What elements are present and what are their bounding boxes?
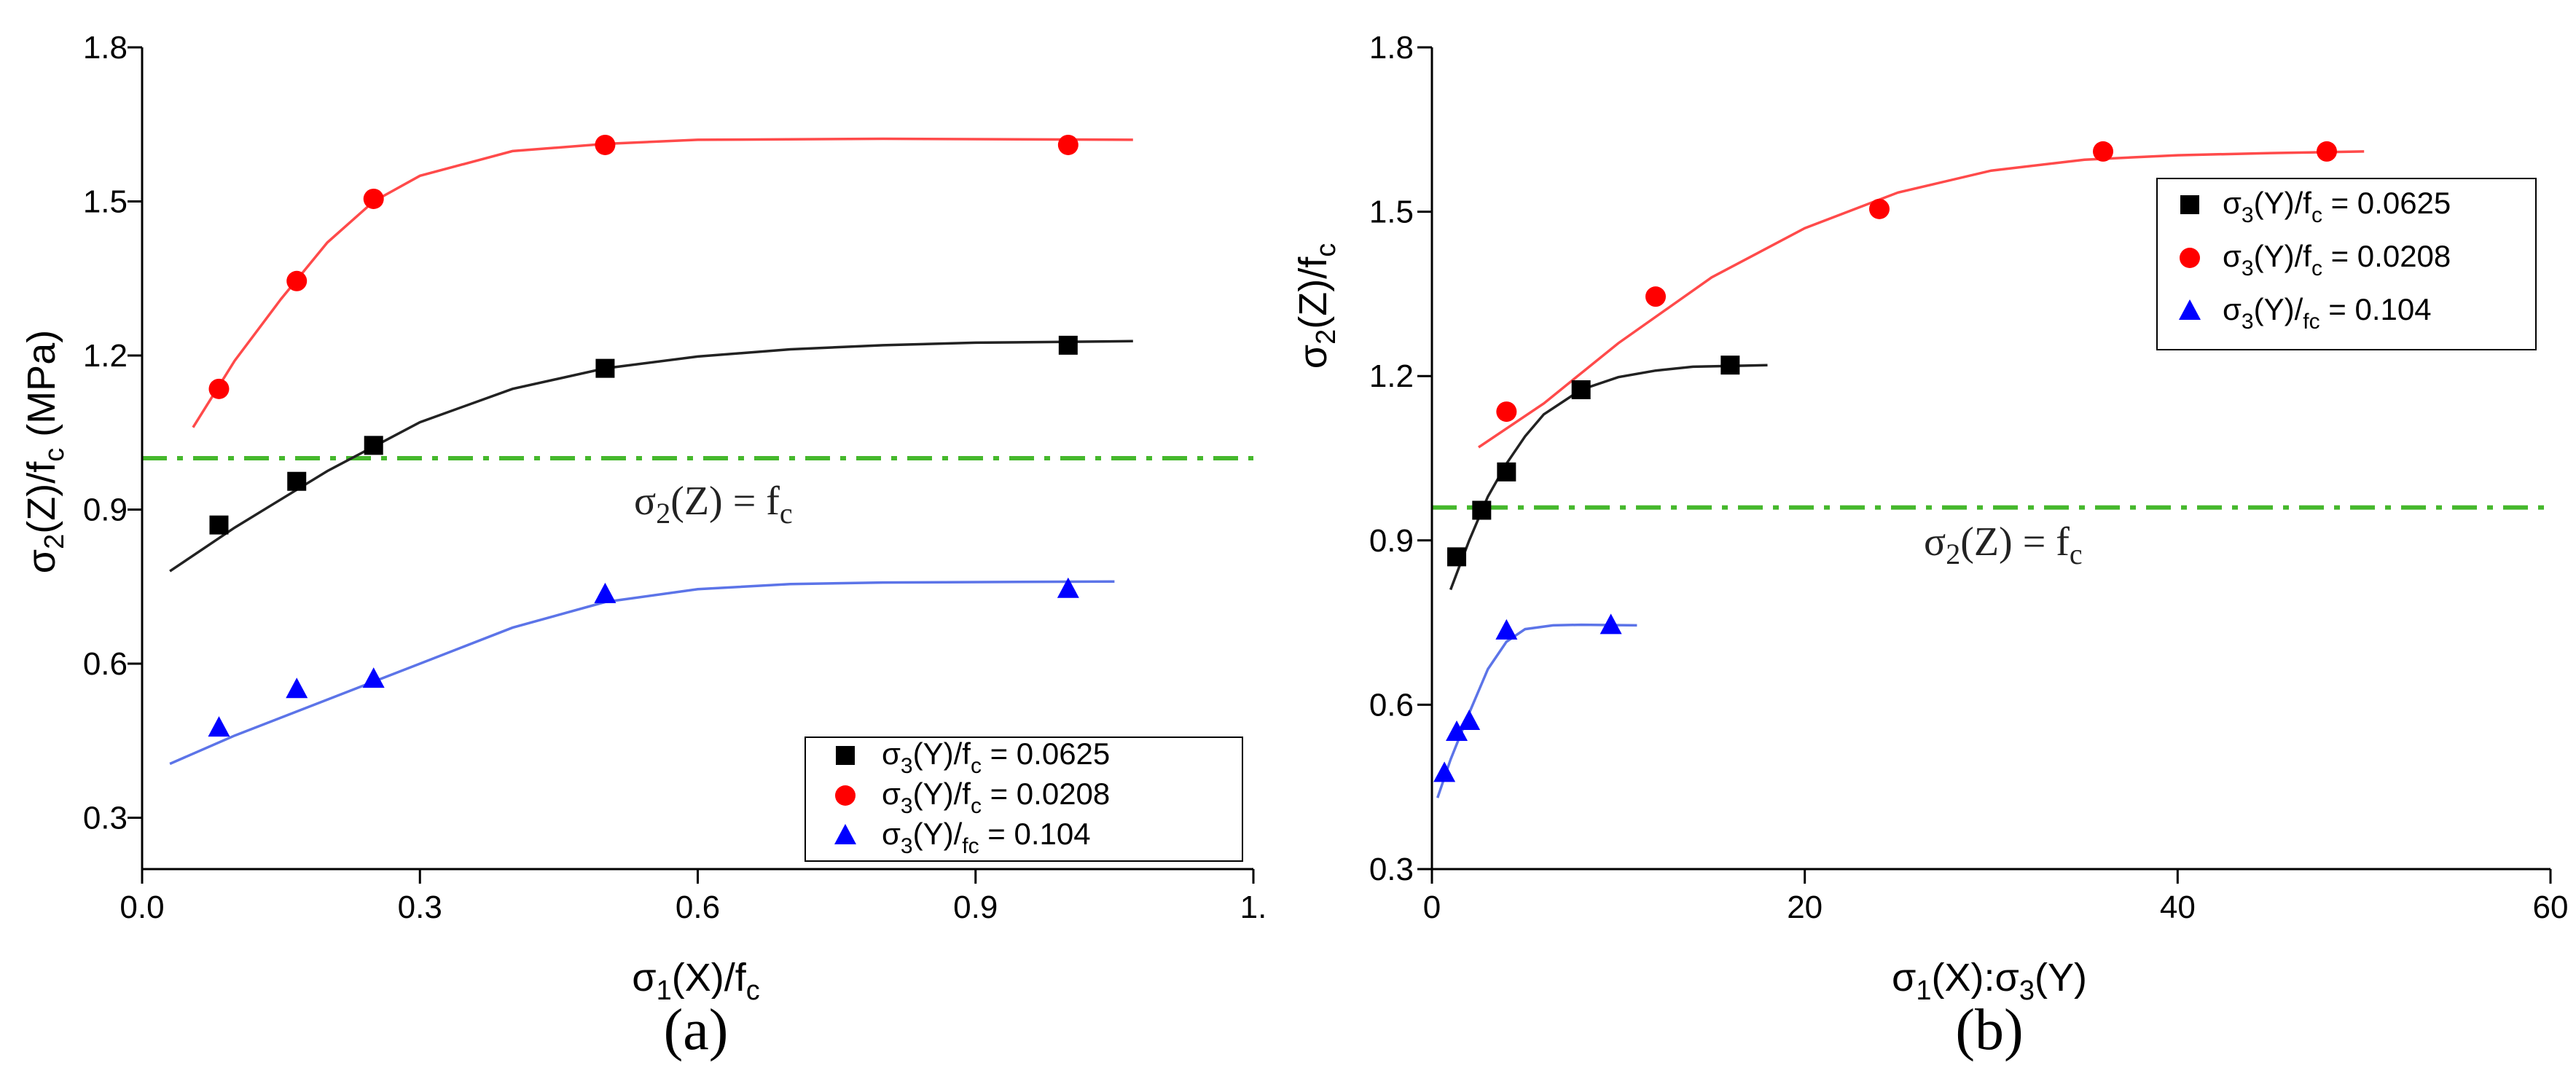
data-point-s1-p0: [1496, 401, 1517, 423]
data-point-s0-p3: [595, 358, 615, 378]
x-tick-label: 0.0: [120, 889, 164, 925]
y-tick-label: 0.9: [1369, 523, 1414, 559]
y-tick-label: 1.2: [83, 338, 128, 374]
data-point-s1-p1: [286, 270, 308, 291]
data-point-s1-p3: [2093, 141, 2113, 162]
x-tick-label: 0: [1423, 889, 1441, 925]
fit-curve-series-1: [1478, 150, 2365, 449]
data-point-s2-p1: [1446, 720, 1468, 741]
data-point-s1-p0: [208, 378, 230, 399]
legend-marker-2: [834, 824, 856, 844]
data-point-s0-p1: [287, 471, 307, 491]
reference-line-label: σ2(Z) = fc: [634, 479, 793, 530]
y-tick-label: 1.8: [1369, 30, 1414, 66]
data-point-s1-p3: [595, 134, 616, 155]
y-tick-label: 0.6: [1369, 687, 1414, 723]
fit-curve-series-2: [169, 580, 1115, 766]
panel-label: (a): [664, 998, 729, 1062]
legend-marker-0: [2180, 195, 2199, 214]
reference-line-label: σ2(Z) = fc: [1924, 519, 2083, 570]
data-point-s2-p4: [1057, 577, 1079, 598]
fit-curve-series-1: [192, 137, 1133, 428]
y-tick-label: 0.9: [83, 492, 128, 528]
x-tick-label: 0.9: [953, 889, 998, 925]
x-axis-title: σ1(X)/fc: [632, 956, 759, 1006]
data-point-s0-p0: [1447, 547, 1467, 567]
data-point-s1-p2: [363, 188, 384, 209]
legend-box: [2156, 178, 2537, 350]
y-tick-label: 0.3: [83, 801, 128, 836]
data-point-s2-p3: [594, 582, 616, 603]
legend-label-1: σ3(Y)/fc = 0.0208: [882, 777, 1110, 818]
y-tick-label: 1.5: [1369, 195, 1414, 230]
data-point-s2-p0: [208, 716, 230, 737]
x-tick-label: 0.3: [398, 889, 442, 925]
y-tick-label: 1.8: [83, 30, 128, 66]
data-point-s2-p3: [1495, 618, 1518, 640]
data-point-s0-p4: [1058, 335, 1078, 355]
y-tick-label: 0.6: [83, 646, 128, 682]
fit-curve-series-2: [1436, 623, 1637, 798]
y-tick-label: 1.2: [1369, 358, 1414, 394]
legend-label-0: σ3(Y)/fc = 0.0625: [882, 737, 1110, 778]
legend-marker-2: [2179, 299, 2201, 320]
legend-box: [804, 737, 1243, 862]
data-point-s1-p2: [1869, 198, 1890, 219]
panel-b-chart: 0 20 40 60 0.3 0.6 0.9 1.2 1.5 1.8 σ1(X):σ3(Y) σ2(Z…: [1291, 30, 2568, 1062]
y-tick-label: 1.5: [83, 184, 128, 220]
data-point-s2-p1: [286, 678, 308, 699]
x-axis-title: σ1(X):σ3(Y): [1892, 956, 2087, 1006]
y-axis-title: σ2(Z)/fc: [1291, 243, 1342, 369]
y-axis-title: σ2(Z)/fc (MPa): [20, 330, 70, 573]
legend-marker-1: [2180, 248, 2200, 268]
data-point-s0-p1: [1472, 500, 1492, 520]
panel-label: (b): [1955, 998, 2023, 1062]
data-point-s2-p0: [1433, 761, 1456, 782]
legend-marker-0: [836, 746, 855, 765]
x-tick-label: 40: [2160, 889, 2196, 925]
legend-label-0: σ3(Y)/fc = 0.0625: [2223, 186, 2451, 227]
y-tick-label: 0.3: [1369, 852, 1414, 887]
data-point-s0-p0: [209, 515, 229, 535]
x-tick-label: 20: [1787, 889, 1823, 925]
data-point-s0-p2: [1497, 462, 1516, 482]
data-point-s0-p3: [1571, 380, 1591, 399]
data-point-s2-p2: [1458, 709, 1481, 730]
x-tick-label: 1.: [1240, 889, 1267, 925]
data-point-s1-p4: [1057, 134, 1078, 155]
data-point-s2-p4: [1600, 613, 1622, 635]
x-tick-label: 60: [2533, 889, 2569, 925]
legend: σ3(Y)/fc = 0.0625 σ3(Y)/fc = 0.0208 σ3(Y)/…: [2156, 178, 2537, 350]
legend-label-2: σ3(Y)/fc = 0.104: [2223, 292, 2432, 334]
data-point-s0-p2: [364, 436, 383, 455]
data-point-s0-p4: [1720, 356, 1740, 375]
legend-marker-1: [835, 785, 856, 806]
data-point-s2-p2: [362, 667, 385, 688]
legend-label-2: σ3(Y)/fc = 0.104: [882, 817, 1091, 858]
data-point-s1-p4: [2317, 141, 2337, 162]
x-tick-label: 0.6: [676, 889, 720, 925]
panel-a-chart: 0.0 0.3 0.6 0.9 1. 0.3 0.6 0.9 1.2 1.5 1.8 σ1(X)/fc…: [20, 30, 1267, 1062]
legend-label-1: σ3(Y)/fc = 0.0208: [2223, 239, 2451, 280]
data-point-s1-p1: [1645, 286, 1666, 307]
